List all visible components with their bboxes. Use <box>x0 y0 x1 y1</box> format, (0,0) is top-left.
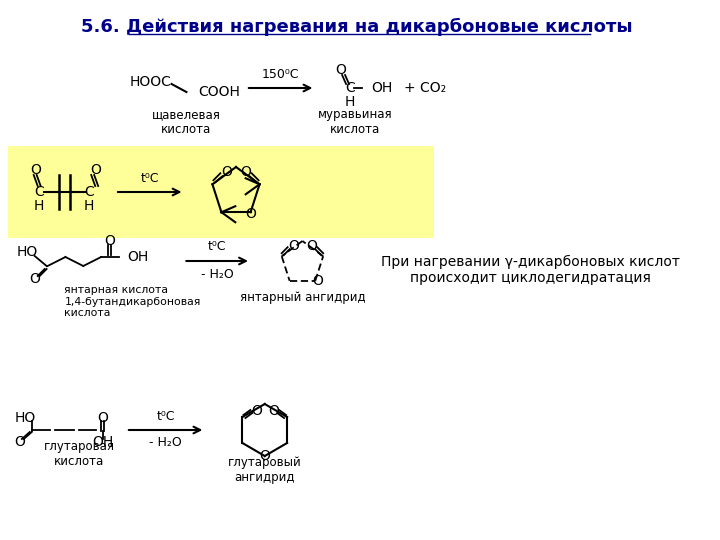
Text: O: O <box>240 165 251 179</box>
Text: муравьиная
кислота: муравьиная кислота <box>318 108 392 136</box>
Bar <box>8 146 434 238</box>
Text: HO: HO <box>17 245 38 259</box>
Text: O: O <box>30 163 41 177</box>
Text: O: O <box>312 274 323 288</box>
Text: + CO₂: + CO₂ <box>404 81 446 95</box>
Text: O: O <box>259 449 270 463</box>
Text: При нагревании γ-дикарбоновых кислот
происходит циклодегидратация: При нагревании γ-дикарбоновых кислот про… <box>381 255 680 285</box>
Text: COOH: COOH <box>198 85 240 99</box>
Text: 5.6. Действия нагревания на дикарбоновые кислоты: 5.6. Действия нагревания на дикарбоновые… <box>81 18 633 36</box>
Text: O: O <box>104 234 115 248</box>
Text: OH: OH <box>371 81 392 95</box>
Text: янтарный ангидрид: янтарный ангидрид <box>240 292 365 305</box>
Text: - H₂O: - H₂O <box>201 267 233 280</box>
Text: C: C <box>84 185 94 199</box>
Text: HO: HO <box>15 411 36 425</box>
Text: t⁰C: t⁰C <box>140 172 159 185</box>
Text: - H₂O: - H₂O <box>149 435 182 449</box>
Text: O: O <box>221 165 232 179</box>
Text: 150⁰C: 150⁰C <box>262 68 300 80</box>
Text: C: C <box>34 185 43 199</box>
Text: C: C <box>345 81 355 95</box>
Text: O: O <box>288 239 299 253</box>
Text: H: H <box>345 95 355 109</box>
Text: глутаровый
ангидрид: глутаровый ангидрид <box>228 456 302 484</box>
Text: t⁰C: t⁰C <box>156 410 175 423</box>
Text: O: O <box>245 207 256 221</box>
Text: янтарная кислота
1,4-бутандикарбоновая
кислота: янтарная кислота 1,4-бутандикарбоновая к… <box>65 285 201 318</box>
Text: глутаровая
кислота: глутаровая кислота <box>44 440 114 468</box>
Text: OH: OH <box>92 435 114 449</box>
Text: H: H <box>84 199 94 213</box>
Text: O: O <box>306 239 317 253</box>
Text: HOOC: HOOC <box>130 75 171 89</box>
Text: H: H <box>34 199 44 213</box>
Text: O: O <box>98 411 109 425</box>
Text: O: O <box>90 163 101 177</box>
Text: O: O <box>336 63 346 77</box>
Text: O: O <box>30 272 40 286</box>
Text: щавелевая
кислота: щавелевая кислота <box>152 108 221 136</box>
Text: OH: OH <box>127 250 148 264</box>
Text: O: O <box>251 404 262 418</box>
Text: t⁰C: t⁰C <box>208 240 226 253</box>
Text: O: O <box>14 435 25 449</box>
Text: O: O <box>268 404 279 418</box>
